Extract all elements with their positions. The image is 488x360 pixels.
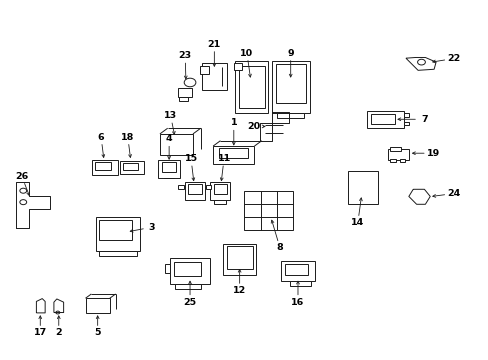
Bar [162,162,176,172]
Text: 5: 5 [94,328,101,337]
Text: 11: 11 [217,154,230,163]
Bar [233,63,241,70]
Bar [347,171,377,204]
Bar [178,185,184,189]
Bar [285,264,307,275]
Text: 8: 8 [276,243,283,252]
Text: 6: 6 [98,132,104,141]
Bar [174,284,200,289]
Text: 25: 25 [183,298,196,307]
Text: 18: 18 [121,132,134,141]
Bar [244,191,292,230]
Bar [99,220,132,240]
Bar [219,148,248,158]
Text: 9: 9 [287,49,293,58]
Text: 21: 21 [207,40,221,49]
Bar [399,158,405,162]
Bar [178,88,192,97]
Bar [99,251,137,256]
Bar [275,64,305,103]
Bar [370,114,394,125]
Bar [95,162,111,170]
Text: 4: 4 [165,134,172,143]
Text: 24: 24 [446,189,459,198]
Bar [277,113,304,118]
Bar [404,122,408,125]
Bar [289,281,310,285]
Text: 7: 7 [420,115,427,124]
Text: 13: 13 [163,111,177,120]
Bar [223,244,256,275]
Text: 12: 12 [233,286,246,295]
Bar [404,113,408,117]
Bar [179,97,188,102]
Text: 1: 1 [230,118,237,127]
Text: 20: 20 [247,122,260,131]
Bar [184,182,204,200]
Bar [122,163,137,170]
Bar [226,246,252,269]
Bar [201,63,226,90]
Bar [170,258,209,284]
Text: 3: 3 [148,222,155,231]
Bar [271,61,309,113]
Bar [174,262,201,276]
Bar [119,161,143,174]
Bar [389,147,400,151]
Bar [160,134,193,155]
Bar [205,185,211,189]
Bar [188,184,201,194]
Bar [209,182,230,200]
Bar [91,160,118,175]
Text: 19: 19 [426,149,439,158]
Bar [387,149,408,160]
Text: 15: 15 [184,154,197,163]
Text: 2: 2 [55,328,62,337]
Text: 16: 16 [291,298,304,307]
Text: 26: 26 [15,172,28,181]
Text: 14: 14 [350,219,364,228]
Bar [235,61,268,113]
Bar [96,217,140,251]
Text: 23: 23 [178,51,191,60]
Bar [213,184,226,194]
Bar [366,111,403,128]
Text: 22: 22 [446,54,459,63]
Bar [214,200,226,204]
Bar [213,146,254,164]
Bar [158,160,180,178]
Bar [200,66,208,74]
Bar [389,158,395,162]
Text: 17: 17 [34,328,47,337]
Bar [164,264,169,273]
Bar [281,261,314,281]
Bar [239,66,264,108]
Text: 10: 10 [240,49,253,58]
Bar [85,298,110,313]
